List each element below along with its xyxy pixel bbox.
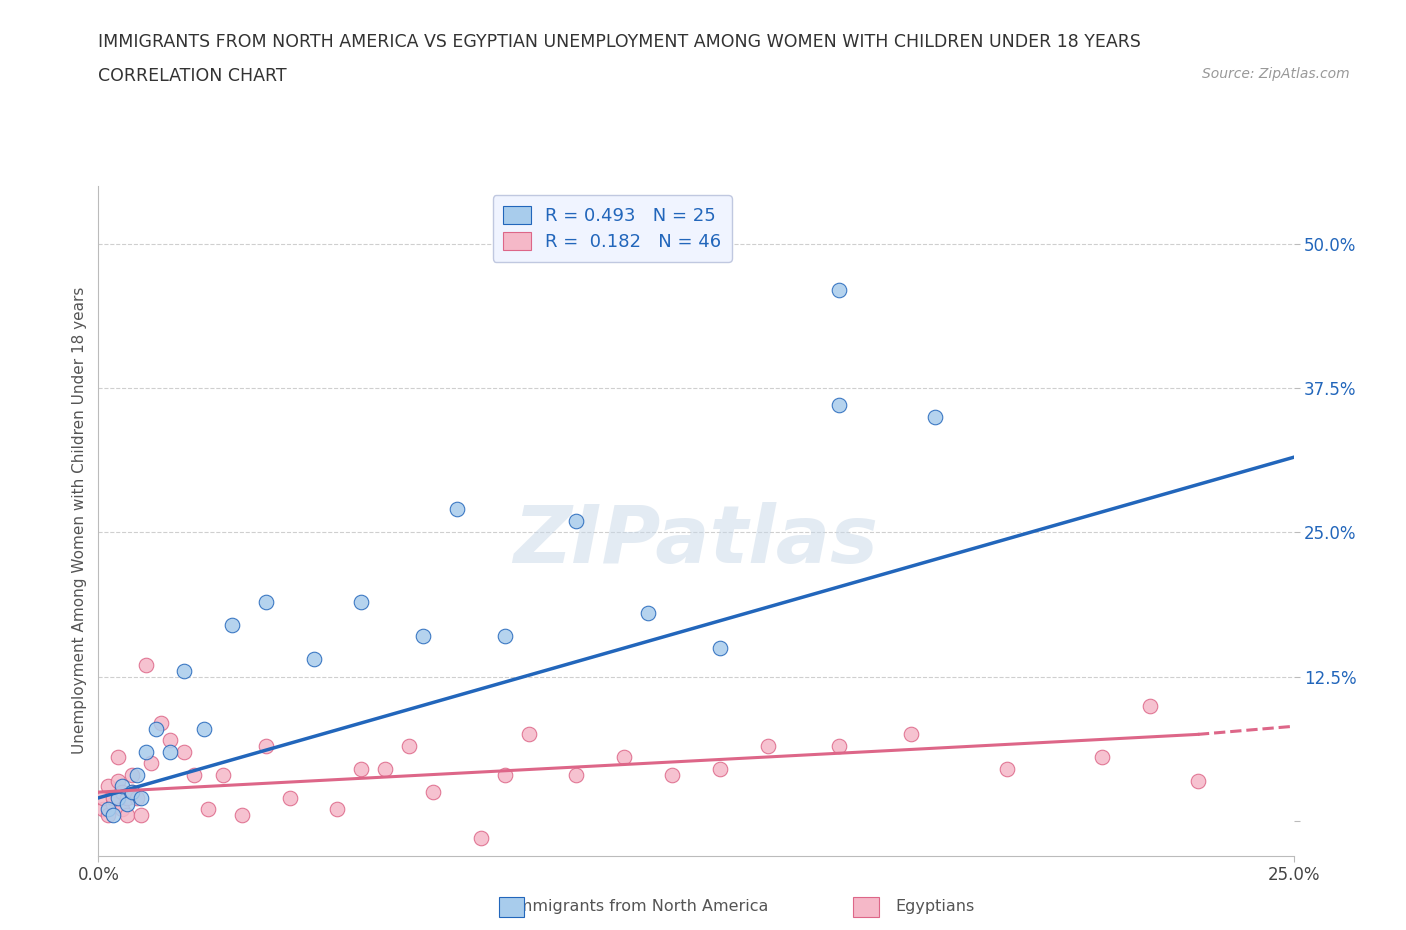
Point — [107, 773, 129, 788]
Text: IMMIGRANTS FROM NORTH AMERICA VS EGYPTIAN UNEMPLOYMENT AMONG WOMEN WITH CHILDREN: IMMIGRANTS FROM NORTH AMERICA VS EGYPTIA… — [98, 33, 1142, 50]
Point — [709, 641, 731, 656]
Point — [131, 790, 153, 805]
Point — [101, 796, 124, 811]
Point — [145, 721, 167, 736]
Text: Egyptians: Egyptians — [896, 899, 974, 914]
Point — [326, 802, 349, 817]
Point — [101, 808, 124, 823]
Point — [254, 738, 277, 753]
Point — [756, 738, 779, 753]
Point — [565, 767, 588, 782]
Text: Immigrants from North America: Immigrants from North America — [512, 899, 768, 914]
Point — [97, 802, 120, 817]
Point — [111, 802, 134, 817]
Point — [470, 830, 492, 845]
Point — [125, 767, 148, 782]
Point — [131, 808, 153, 823]
Point — [828, 738, 851, 753]
Point — [637, 605, 659, 620]
Point — [924, 409, 946, 424]
Point — [709, 762, 731, 777]
Point — [412, 629, 434, 644]
Point — [517, 727, 540, 742]
Point — [613, 750, 636, 764]
Point — [97, 779, 120, 794]
Point — [107, 790, 129, 805]
Point — [494, 629, 516, 644]
Text: CORRELATION CHART: CORRELATION CHART — [98, 67, 287, 85]
Point — [398, 738, 420, 753]
Point — [828, 283, 851, 298]
Point — [91, 802, 114, 817]
Point — [115, 796, 138, 811]
Point — [193, 721, 215, 736]
Point — [1187, 773, 1209, 788]
Point — [101, 790, 124, 805]
Point — [107, 750, 129, 764]
Point — [350, 594, 373, 609]
Point — [374, 762, 396, 777]
Point — [115, 808, 138, 823]
Point — [111, 779, 134, 794]
Point — [159, 744, 181, 759]
Point — [121, 767, 143, 782]
Point — [231, 808, 253, 823]
Point — [135, 744, 157, 759]
Point — [494, 767, 516, 782]
Point — [197, 802, 219, 817]
Point — [900, 727, 922, 742]
Point — [995, 762, 1018, 777]
Point — [254, 594, 277, 609]
Y-axis label: Unemployment Among Women with Children Under 18 years: Unemployment Among Women with Children U… — [72, 287, 87, 754]
Point — [149, 715, 172, 730]
Point — [125, 790, 148, 805]
Point — [1139, 698, 1161, 713]
Point — [139, 756, 162, 771]
Text: ZIPatlas: ZIPatlas — [513, 502, 879, 580]
Point — [173, 744, 195, 759]
Point — [135, 658, 157, 672]
Point — [211, 767, 233, 782]
Point — [350, 762, 373, 777]
Point — [111, 785, 134, 800]
Point — [278, 790, 301, 805]
Point — [1091, 750, 1114, 764]
Point — [828, 398, 851, 413]
Legend: R = 0.493   N = 25, R =  0.182   N = 46: R = 0.493 N = 25, R = 0.182 N = 46 — [492, 195, 733, 261]
Point — [221, 618, 243, 632]
Point — [565, 513, 588, 528]
Point — [115, 790, 138, 805]
Text: Source: ZipAtlas.com: Source: ZipAtlas.com — [1202, 67, 1350, 81]
Point — [91, 790, 114, 805]
Point — [173, 663, 195, 678]
Point — [159, 733, 181, 748]
Point — [661, 767, 683, 782]
Point — [121, 785, 143, 800]
Point — [121, 785, 143, 800]
Point — [446, 502, 468, 517]
Point — [97, 808, 120, 823]
Point — [183, 767, 205, 782]
Point — [302, 652, 325, 667]
Point — [422, 785, 444, 800]
